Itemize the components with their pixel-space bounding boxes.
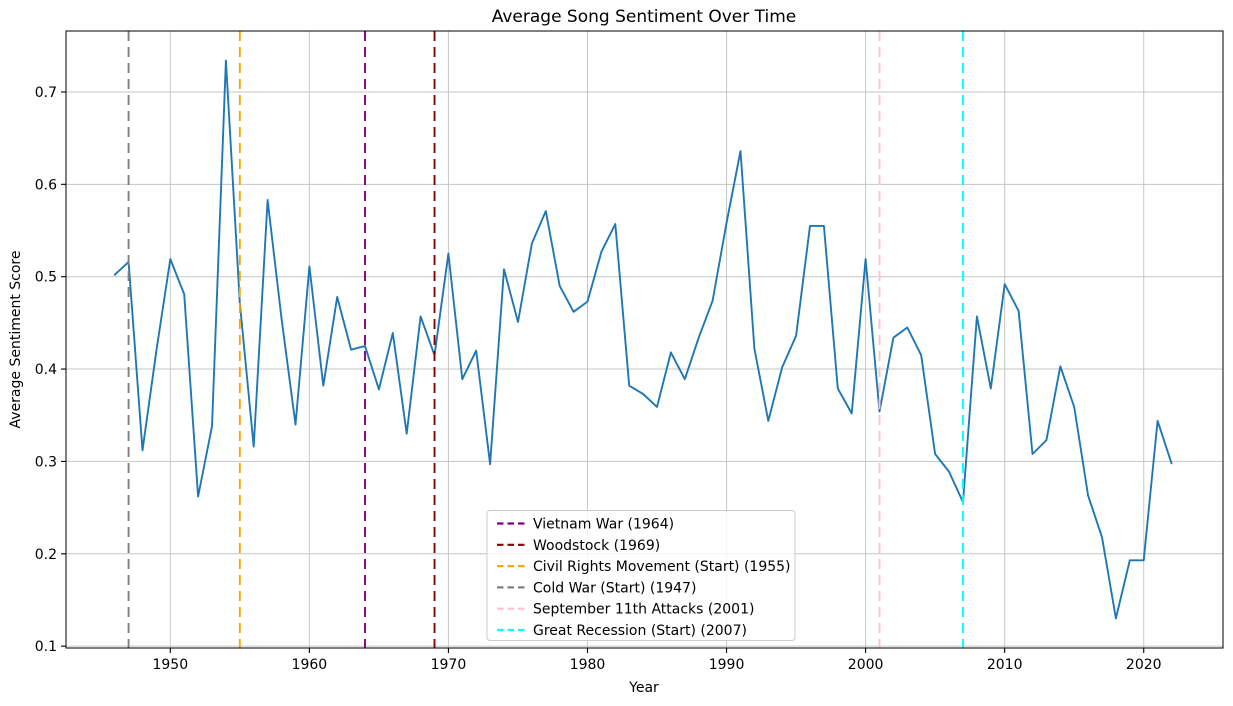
y-tick-label: 0.5 [35,270,57,286]
chart-title: Average Song Sentiment Over Time [492,7,797,27]
x-tick-label: 1990 [709,657,745,673]
legend-label-2007: Great Recession (Start) (2007) [533,623,747,639]
y-axis-label: Average Sentiment Score [8,251,24,429]
legend: Vietnam War (1964) Woodstock (1969) Civil … [486,510,796,641]
y-tick-label: 0.1 [35,639,57,655]
x-tick-label: 1960 [292,657,328,673]
legend-label-1964: Vietnam War (1964) [533,517,674,533]
y-tick-label: 0.6 [35,177,57,193]
y-tick-label: 0.2 [35,547,57,563]
x-axis-label: Year [628,680,659,696]
y-tick-label: 0.7 [35,85,57,101]
x-tick-label: 2000 [848,657,884,673]
sentiment-line [113,59,1173,620]
event-vlines [127,31,964,648]
legend-label-1947: Cold War (Start) (1947) [533,580,696,596]
x-tick-label: 2020 [1126,657,1162,673]
x-tick-label: 1950 [152,657,188,673]
series-average-sentiment [113,59,1173,620]
axes-spines-and-ticks: 1950 1960 1970 1980 1990 2000 2010 2020 0.1 0.2 0.… [35,30,1224,673]
y-tick-label: 0.3 [35,454,57,470]
legend-label-1969: Woodstock (1969) [533,538,660,554]
legend-label-1955: Civil Rights Movement (Start) (1955) [533,559,791,575]
x-tick-label: 1980 [570,657,606,673]
x-tick-label: 1970 [431,657,467,673]
x-tick-label: 2010 [987,657,1023,673]
legend-label-2001: September 11th Attacks (2001) [533,602,754,618]
y-tick-label: 0.4 [35,362,57,378]
legend-frame [486,510,796,641]
